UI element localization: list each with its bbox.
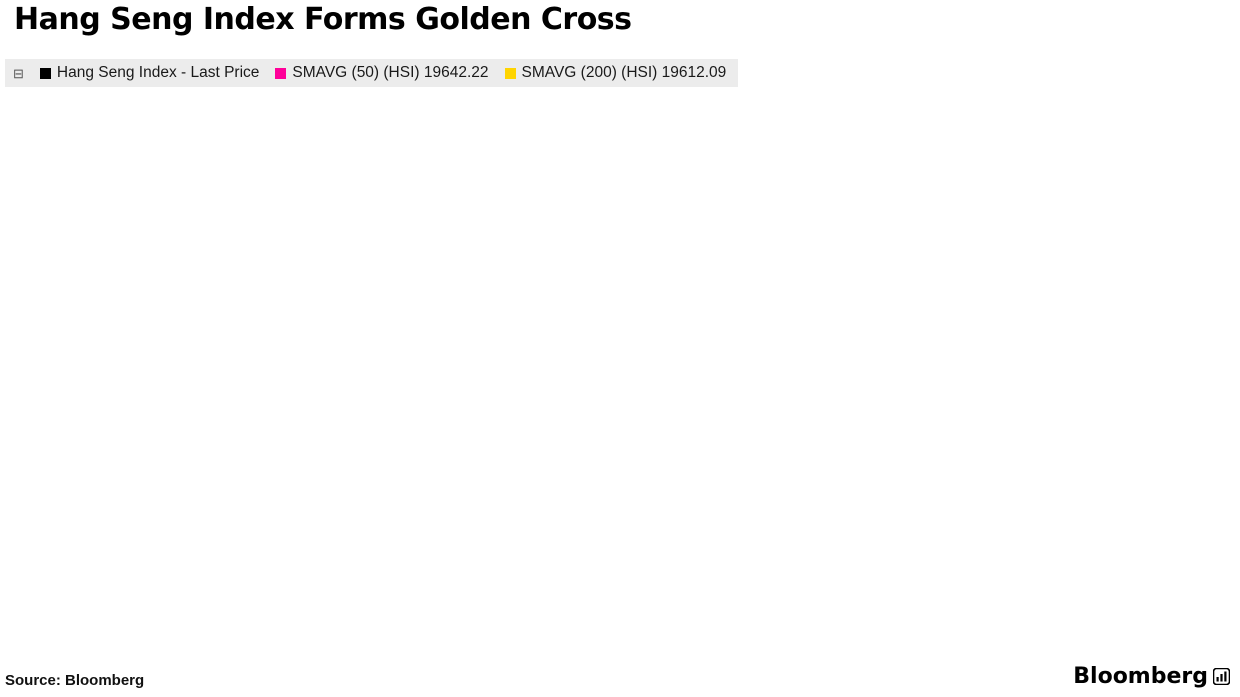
x-tick-label: 2022	[909, 642, 949, 662]
legend-item-sma50: SMAVG (50) (HSI) 19642.22	[275, 64, 489, 82]
x-tick-label: 2020	[155, 642, 195, 662]
y-tick-label: 30000	[1178, 121, 1223, 138]
golden-cross-highlight	[1122, 406, 1158, 443]
y-tick-label: 26000	[1178, 233, 1223, 250]
sma200-line	[4, 184, 1149, 420]
y-tick-arrow-icon	[1166, 571, 1175, 581]
y-tick-label: 22000	[1178, 345, 1223, 362]
price-line	[0, 96, 1153, 558]
y-tick-label: 18000	[1178, 457, 1223, 474]
y-tick-arrow-icon	[1166, 515, 1175, 525]
y-tick-label: 24000	[1178, 289, 1223, 306]
legend-item-sma200: SMAVG (200) (HSI) 19612.09	[504, 64, 727, 82]
y-tick-arrow-icon	[1166, 179, 1175, 189]
legend-item-label: SMAVG (50) (HSI) 19642.22	[292, 64, 489, 81]
y-tick-label: 28000	[1178, 177, 1223, 194]
y-tick-label: 16000	[1178, 513, 1223, 530]
y-tick-label: 32000	[1178, 65, 1223, 82]
legend-item-label: Hang Seng Index - Last Price	[56, 64, 260, 81]
y-tick-label: 14000	[1178, 569, 1223, 586]
price-swatch-icon	[39, 67, 51, 79]
prior-cross-highlight	[300, 259, 337, 296]
y-tick-arrow-icon	[1166, 67, 1175, 77]
sma50-swatch-icon	[275, 67, 287, 79]
y-tick-label: 20000	[1178, 401, 1223, 418]
y-tick-arrow-icon	[1166, 235, 1175, 245]
x-tick-label: 2021	[532, 642, 572, 662]
y-tick-arrow-icon	[1166, 347, 1175, 357]
legend-properties-icon: ⊟	[13, 65, 24, 81]
sma50-line	[4, 145, 1149, 488]
legend-item-price: Hang Seng Index - Last Price	[39, 64, 260, 82]
sma200-swatch-icon	[504, 67, 516, 79]
y-tick-arrow-icon	[1166, 459, 1175, 469]
legend-item-label: SMAVG (200) (HSI) 19612.09	[521, 64, 727, 81]
source-label: Source: Bloomberg	[5, 672, 145, 689]
y-tick-arrow-icon	[1166, 123, 1175, 133]
page-title: Hang Seng Index Forms Golden Cross	[14, 2, 632, 37]
bloomberg-logo-text: Bloomberg	[1073, 664, 1208, 689]
bloomberg-logo: Bloomberg	[1073, 664, 1230, 689]
y-tick-arrow-icon	[1166, 403, 1175, 413]
chart-legend: ⊟ Hang Seng Index - Last Price SMAVG (50…	[5, 59, 739, 87]
bloomberg-logo-icon	[1213, 668, 1230, 685]
y-tick-arrow-icon	[1166, 291, 1175, 301]
